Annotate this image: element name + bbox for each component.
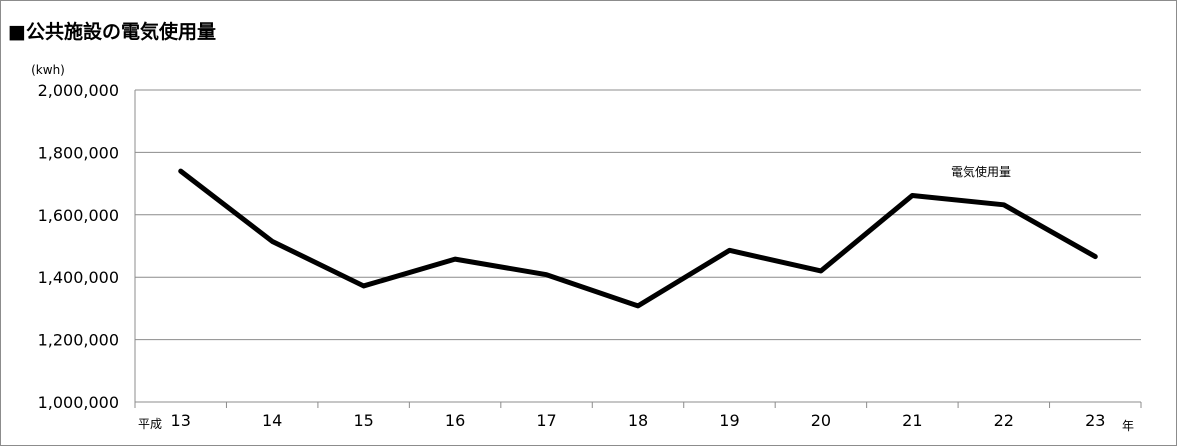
data-point [453, 257, 458, 262]
x-tick-label: 20 [811, 411, 831, 430]
x-tick-label: 19 [719, 411, 739, 430]
data-point [270, 239, 275, 244]
x-prefix-label: 平成 [138, 417, 162, 431]
data-point [636, 303, 640, 308]
y-tick-label: 1,200,000 [38, 331, 119, 350]
chart-title: ■公共施設の電気使用量 [8, 21, 216, 43]
series-label: 電気使用量 [951, 164, 1011, 179]
x-tick-label: 17 [536, 411, 556, 430]
x-tick-label: 21 [902, 411, 922, 430]
data-point [727, 248, 732, 253]
x-tick-label: 23 [1085, 411, 1105, 430]
data-point [361, 283, 366, 288]
series-line [178, 168, 1098, 309]
x-tick-label: 16 [445, 411, 465, 430]
data-point [544, 272, 549, 277]
data-point [178, 169, 183, 174]
x-tick-label: 22 [994, 411, 1014, 430]
y-tick-label: 1,600,000 [38, 206, 119, 225]
x-tick-label: 14 [262, 411, 282, 430]
y-tick-label: 1,400,000 [38, 268, 119, 287]
data-point [1001, 202, 1006, 207]
y-unit-label: (kwh) [31, 63, 65, 77]
y-tick-label: 2,000,000 [38, 81, 119, 100]
x-tick-label: 18 [628, 411, 648, 430]
x-tick-label: 13 [171, 411, 191, 430]
y-tick-label: 1,800,000 [38, 143, 119, 162]
y-tick-label: 1,000,000 [38, 393, 119, 412]
data-point [818, 268, 823, 273]
x-suffix-label: 年 [1122, 419, 1134, 433]
x-tick-label: 15 [353, 411, 373, 430]
data-point [1093, 254, 1098, 259]
data-point [910, 193, 915, 198]
